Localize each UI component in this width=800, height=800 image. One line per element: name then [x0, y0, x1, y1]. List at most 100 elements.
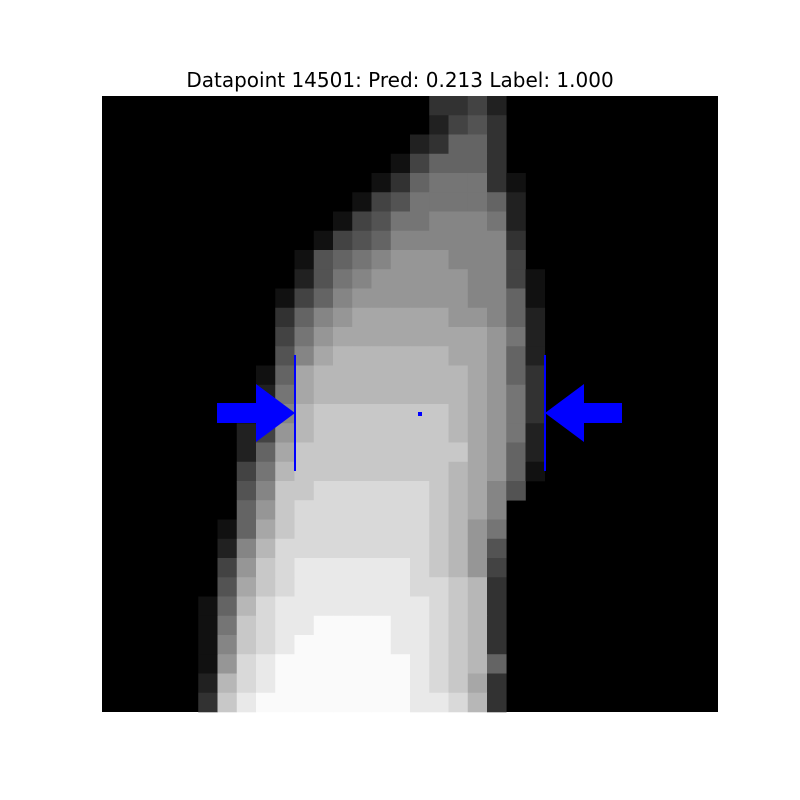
pixel [333, 692, 353, 713]
pixel [487, 153, 507, 174]
pixel [256, 692, 276, 713]
pixel [410, 461, 430, 482]
pixel [448, 577, 469, 597]
pixel [410, 192, 430, 212]
pixel [236, 500, 257, 520]
pixel [429, 327, 449, 347]
pixel [352, 307, 372, 328]
pixel [352, 654, 372, 674]
pixel [448, 346, 469, 366]
pixel [410, 558, 430, 578]
pixel [525, 442, 546, 463]
pixel [333, 384, 353, 405]
pixel [313, 673, 334, 694]
pixel [333, 615, 353, 636]
pixel [371, 269, 392, 289]
pixel [390, 596, 411, 617]
pixel [429, 615, 449, 636]
pixel [313, 307, 334, 328]
pixel [294, 365, 315, 386]
pixel [256, 615, 276, 636]
pixel [429, 481, 449, 501]
pixel [333, 423, 353, 443]
pixel [313, 404, 334, 424]
pixel [410, 269, 430, 289]
pixel [294, 673, 315, 694]
pixel [198, 596, 218, 617]
pixel [506, 423, 526, 443]
pixel [448, 115, 469, 135]
pixel [429, 654, 449, 674]
pixel [429, 269, 449, 289]
pixel [506, 307, 526, 328]
pixel [352, 481, 372, 501]
pixel [467, 365, 488, 386]
pixel [275, 577, 295, 597]
pixel [256, 558, 276, 578]
pixel [506, 404, 526, 424]
pixel [333, 288, 353, 309]
pixel [487, 442, 507, 463]
pixel [487, 173, 507, 193]
pixel [333, 538, 353, 559]
pixel [352, 519, 372, 540]
pixel [275, 692, 295, 713]
pixel [467, 481, 488, 501]
pixel [506, 269, 526, 289]
pixel [487, 134, 507, 155]
pixel [275, 500, 295, 520]
pixel [487, 384, 507, 405]
pixel [333, 211, 353, 232]
pixel [275, 519, 295, 540]
pixel [429, 250, 449, 270]
pixel [410, 673, 430, 694]
pixel [410, 288, 430, 309]
pixel [448, 635, 469, 655]
pixel [390, 654, 411, 674]
pixel [313, 346, 334, 366]
pixel [371, 365, 392, 386]
pixel [352, 500, 372, 520]
pixel [371, 230, 392, 251]
pixel [448, 558, 469, 578]
pixel [525, 307, 546, 328]
pixel [467, 173, 488, 193]
pixel [313, 423, 334, 443]
pixel [487, 230, 507, 251]
pixel [313, 250, 334, 270]
figure-title: Datapoint 14501: Pred: 0.213 Label: 1.00… [186, 68, 614, 92]
pixel [294, 384, 315, 405]
pixel [448, 519, 469, 540]
pixel [275, 673, 295, 694]
pixel [390, 192, 411, 212]
pixel [448, 692, 469, 713]
pixel [256, 461, 276, 482]
pixel [217, 519, 238, 540]
pixel [352, 346, 372, 366]
pixel [506, 346, 526, 366]
pixel [487, 615, 507, 636]
pixel [448, 211, 469, 232]
pixel [275, 346, 295, 366]
pixel [313, 538, 334, 559]
pixel [410, 423, 430, 443]
pixel [352, 635, 372, 655]
pixel [487, 192, 507, 212]
pixel [467, 211, 488, 232]
pixel [313, 269, 334, 289]
pixel [525, 461, 546, 482]
pixel [275, 615, 295, 636]
pixel [487, 346, 507, 366]
pixel-grid [102, 96, 718, 713]
pixel [294, 481, 315, 501]
pixel [487, 327, 507, 347]
pixel [429, 115, 449, 135]
pixel [390, 558, 411, 578]
pixel [294, 288, 315, 309]
pixel [275, 635, 295, 655]
pixel [371, 615, 392, 636]
pixel [333, 250, 353, 270]
pixel [506, 384, 526, 405]
pixel [294, 442, 315, 463]
pixel [506, 230, 526, 251]
